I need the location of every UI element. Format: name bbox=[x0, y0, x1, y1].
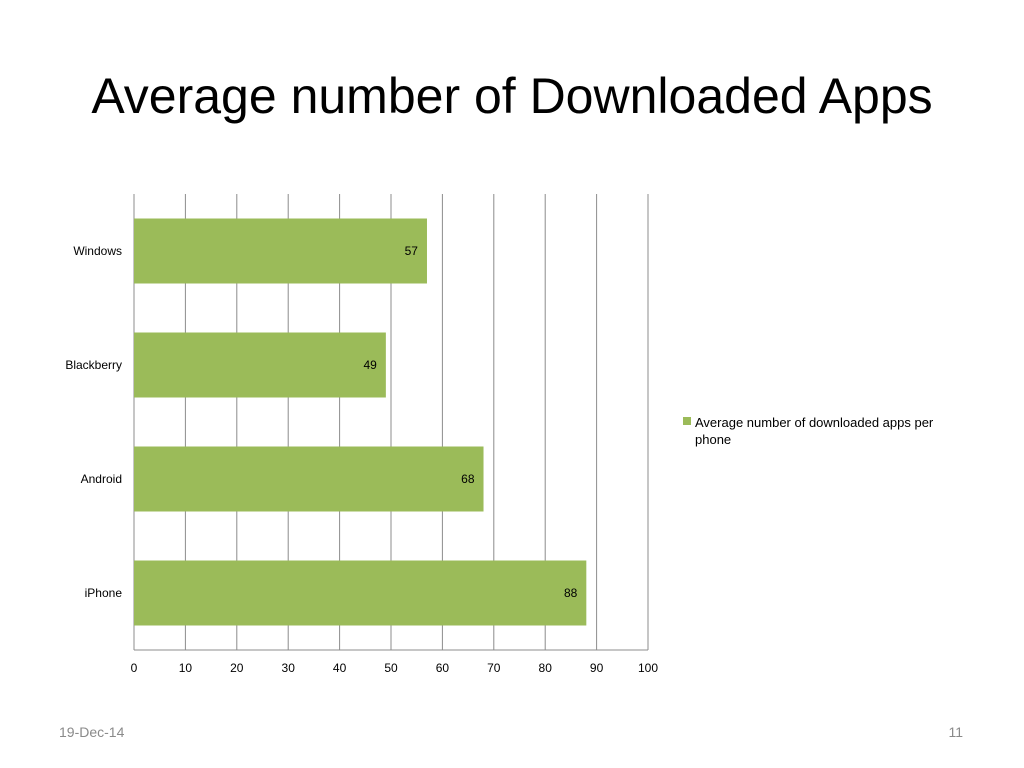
slide-title: Average number of Downloaded Apps bbox=[91, 68, 933, 124]
x-tick-label: 10 bbox=[179, 661, 193, 675]
bar bbox=[134, 332, 386, 398]
x-tick-label: 50 bbox=[384, 661, 398, 675]
bar bbox=[134, 218, 427, 284]
data-label: 68 bbox=[461, 472, 475, 486]
x-tick-label: 60 bbox=[436, 661, 450, 675]
bar bbox=[134, 446, 484, 512]
footer-page-number: 11 bbox=[948, 724, 963, 740]
bar bbox=[134, 560, 587, 626]
data-label: 88 bbox=[564, 586, 578, 600]
x-tick-label: 70 bbox=[487, 661, 501, 675]
category-label: Android bbox=[81, 472, 122, 486]
x-tick-label: 100 bbox=[638, 661, 658, 675]
x-tick-label: 80 bbox=[539, 661, 553, 675]
footer-date: 19-Dec-14 bbox=[59, 724, 125, 740]
data-label: 57 bbox=[405, 244, 419, 258]
category-label: Blackberry bbox=[65, 358, 122, 372]
x-tick-label: 0 bbox=[131, 661, 138, 675]
x-tick-label: 30 bbox=[282, 661, 296, 675]
x-tick-label: 90 bbox=[590, 661, 604, 675]
category-label: Windows bbox=[73, 244, 122, 258]
legend-label: Average number of downloaded apps per pho… bbox=[695, 415, 934, 447]
x-tick-label: 40 bbox=[333, 661, 347, 675]
legend-swatch bbox=[683, 417, 691, 425]
category-label: iPhone bbox=[85, 586, 123, 600]
data-label: 49 bbox=[364, 358, 378, 372]
x-tick-label: 20 bbox=[230, 661, 244, 675]
